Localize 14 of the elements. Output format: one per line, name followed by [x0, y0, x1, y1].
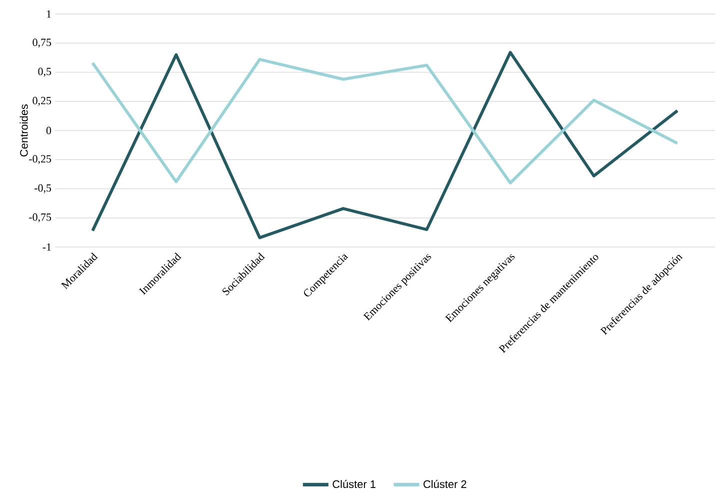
- y-tick-label: -1: [42, 243, 51, 251]
- y-tick-label: -0,75: [29, 213, 52, 222]
- y-tick-label: 1: [46, 10, 51, 18]
- y-tick-label: 0: [46, 126, 52, 134]
- legend-label: Clúster 2: [424, 480, 466, 488]
- y-tick-label: 0,25: [32, 96, 52, 106]
- line-series: [91, 50, 679, 240]
- y-axis-title: Centroides: [20, 104, 28, 156]
- y-tick-label: 0,5: [38, 68, 52, 77]
- y-tick-label: -0,25: [29, 155, 52, 164]
- y-tick-label: -0,5: [34, 184, 52, 194]
- line-series: [91, 58, 679, 184]
- y-tick-label: 0,75: [32, 38, 52, 48]
- legend-label: Clúster 1: [332, 480, 376, 488]
